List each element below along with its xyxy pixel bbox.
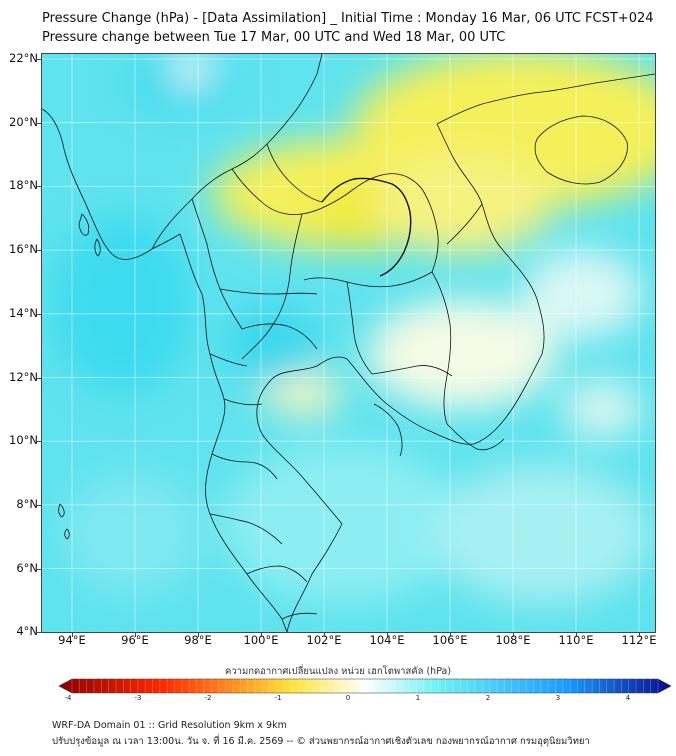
- lon-tick: [198, 632, 199, 637]
- lon-label: 112°E: [621, 633, 657, 647]
- lon-label: 110°E: [558, 633, 594, 647]
- colorbar-gradient: [58, 678, 672, 694]
- colorbar-tick-label: -2: [204, 694, 212, 702]
- lon-tick: [261, 632, 262, 637]
- lat-label: 12°N: [9, 369, 38, 384]
- colorbar-tick-label: 1: [415, 694, 421, 702]
- colorbar-tick-label: -3: [134, 694, 142, 702]
- map-canvas: [42, 54, 655, 632]
- lon-label: 100°E: [243, 633, 279, 647]
- colorbar-tick-label: -4: [64, 694, 72, 702]
- lon-label: 106°E: [432, 633, 468, 647]
- lon-label: 96°E: [121, 633, 149, 647]
- lat-tick: [36, 568, 41, 570]
- pressure-field: [52, 54, 655, 604]
- lat-tick: [36, 313, 41, 315]
- lat-tick: [36, 377, 41, 379]
- lat-label: 6°N: [16, 560, 38, 575]
- lon-tick: [639, 632, 640, 637]
- footer-model-info: WRF-DA Domain 01 :: Grid Resolution 9km …: [52, 720, 287, 731]
- colorbar-tick-label: 4: [625, 694, 631, 702]
- lat-tick: [36, 441, 41, 443]
- lon-tick: [324, 632, 325, 637]
- lat-label: 20°N: [9, 114, 38, 129]
- lon-tick: [387, 632, 388, 637]
- lon-tick: [135, 632, 136, 637]
- lat-tick: [36, 59, 41, 60]
- lat-tick: [36, 504, 41, 506]
- lat-tick: [36, 250, 41, 252]
- lat-label: 14°N: [9, 305, 38, 320]
- graticule: [42, 54, 655, 632]
- lon-tick: [513, 632, 514, 637]
- lat-label: 4°N: [16, 624, 38, 639]
- coastlines-and-borders: [42, 54, 655, 632]
- lon-label: 108°E: [495, 633, 531, 647]
- lon-tick: [576, 632, 577, 637]
- lon-label: 94°E: [58, 633, 86, 647]
- lat-label: 10°N: [9, 433, 38, 448]
- colorbar-tick-label: 3: [555, 694, 561, 702]
- colorbar-tick-label: -1: [274, 694, 282, 702]
- colorbar-caption: ความกดอากาศเปลี่ยนแปลง หน่วย เฮกโตพาสคัล…: [224, 666, 452, 677]
- colorbar-tick-label: 0: [345, 694, 351, 702]
- pressure-change-map: [41, 53, 656, 633]
- lon-label: 98°E: [184, 633, 212, 647]
- lat-label: 18°N: [9, 178, 38, 193]
- lon-tick: [72, 632, 73, 637]
- map-title: Pressure Change (hPa) - [Data Assimilati…: [42, 11, 654, 26]
- lon-label: 102°E: [306, 633, 342, 647]
- lat-tick: [36, 632, 41, 634]
- lat-label: 22°N: [9, 51, 38, 65]
- colorbar-tick-label: 2: [485, 694, 491, 702]
- footer-credit: ปรับปรุงข้อมูล ณ เวลา 13:00น. วัน จ. ที่…: [52, 736, 590, 747]
- lon-label: 104°E: [369, 633, 405, 647]
- lat-label: 16°N: [9, 242, 38, 257]
- colorbar: [58, 678, 672, 694]
- map-subtitle: Pressure change between Tue 17 Mar, 00 U…: [42, 30, 506, 45]
- lat-tick: [36, 122, 41, 124]
- lon-tick: [450, 632, 451, 637]
- lat-label: 8°N: [16, 496, 38, 511]
- lat-tick: [36, 186, 41, 188]
